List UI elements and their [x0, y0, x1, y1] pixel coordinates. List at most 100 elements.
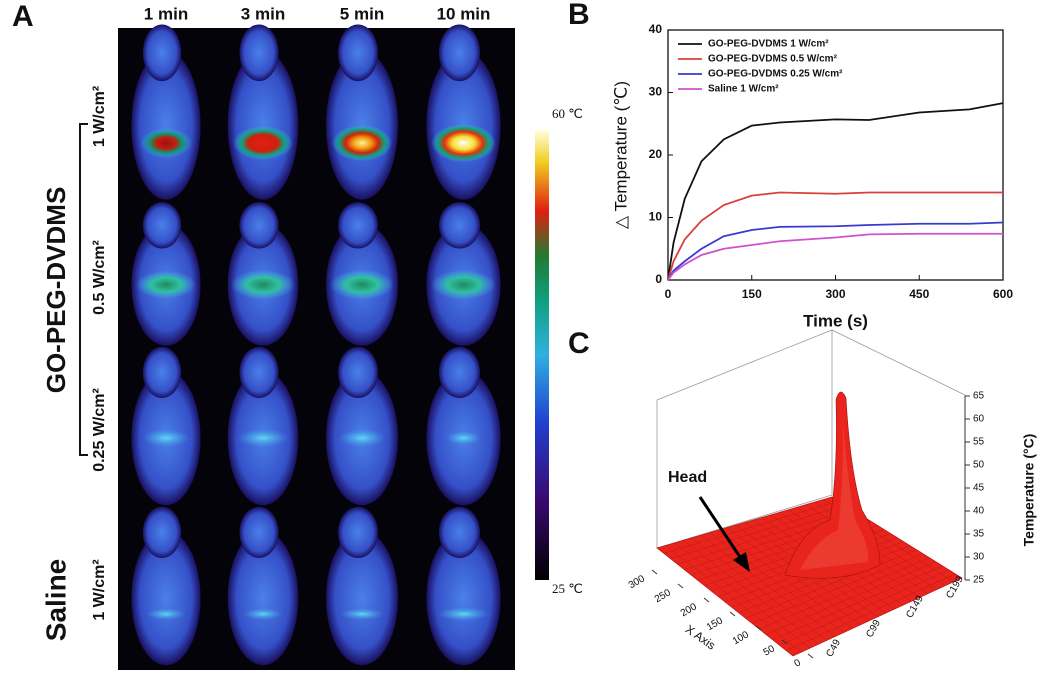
- mouse-head: [338, 24, 378, 82]
- legend-label: GO-PEG-DVDMS 0.5 W/cm²: [708, 54, 838, 65]
- x-tick-label: 300: [627, 573, 647, 591]
- mouse-head: [239, 24, 279, 82]
- colorbar-min-label: 25 ℃: [552, 581, 583, 596]
- legend-label: GO-PEG-DVDMS 1 W/cm²: [708, 39, 829, 50]
- z-tick-label: 60: [973, 414, 985, 425]
- mouse-head: [438, 24, 481, 82]
- mouse-body: [131, 51, 201, 200]
- x-tick-label: 50: [762, 643, 778, 658]
- hot-spot: [231, 269, 295, 300]
- surface-mesh: [779, 569, 950, 646]
- surface-mesh: [745, 549, 917, 619]
- annotation-arrowhead: [733, 552, 750, 572]
- surface-mesh: [758, 557, 930, 630]
- z-tick-label: 65: [973, 391, 985, 402]
- mouse-head: [438, 346, 481, 398]
- z-tick-label: 45: [973, 483, 985, 494]
- group-label: GO-PEG-DVDMS: [41, 187, 71, 394]
- x-tick-label: 150: [705, 615, 725, 633]
- hot-spot: [237, 429, 289, 447]
- x-tick-label: 0: [665, 287, 672, 301]
- y-tick-label: 30: [649, 85, 663, 99]
- surface-mesh: [786, 573, 956, 651]
- mouse-head: [142, 506, 182, 558]
- z-tick-label: 30: [973, 552, 985, 563]
- surface-mesh: [738, 545, 911, 614]
- column-label: 1 min: [144, 4, 188, 23]
- surface-mesh: [765, 561, 937, 635]
- column-label: 5 min: [340, 4, 384, 23]
- hot-spot: [330, 269, 394, 300]
- x-tick: [807, 653, 814, 659]
- panel-b: B △ Temperature (℃) Time (s) 0 150 300 450 600 0…: [568, 0, 1013, 330]
- panel-c: C 25 30 35 40 45 50 55 60 65 Temperature (°C) 0 50 10…: [568, 327, 1037, 670]
- y-tick-label: C49: [824, 637, 843, 659]
- z-tick-label: 40: [973, 506, 985, 517]
- series-line: [667, 191, 1003, 281]
- x-tick-label: 600: [993, 287, 1013, 301]
- row-label: 1 W/cm²: [91, 559, 108, 620]
- x-tick: [651, 569, 658, 575]
- group-bracket: [79, 123, 88, 456]
- surface-mesh: [772, 565, 943, 641]
- surface-mesh: [752, 553, 924, 624]
- panel-label: B: [568, 0, 590, 31]
- annotation: Head: [668, 469, 707, 486]
- mouse-head: [338, 202, 378, 249]
- series-line: [667, 232, 1003, 281]
- series-line: [667, 221, 1004, 281]
- hot-spot: [243, 608, 283, 620]
- x-tick-label: 0: [793, 657, 804, 670]
- row-label: 1 W/cm²: [91, 86, 108, 147]
- z-tick-label: 35: [973, 529, 985, 540]
- x-tick-label: 300: [825, 287, 845, 301]
- plot-frame: [667, 29, 1004, 281]
- mouse-head: [338, 506, 378, 558]
- group-label: Saline: [40, 559, 71, 641]
- mouse-head: [239, 506, 279, 558]
- y-axis-label: △ Temperature (℃): [611, 81, 630, 229]
- legend-label: GO-PEG-DVDMS 0.25 W/cm²: [708, 69, 843, 80]
- legend-label: Saline 1 W/cm²: [708, 84, 779, 95]
- mouse-body: [131, 530, 201, 666]
- hot-spot: [338, 429, 386, 447]
- mouse-head: [239, 346, 279, 398]
- hot-spot: [431, 124, 496, 163]
- x-tick-label: 100: [731, 629, 751, 647]
- x-axis-label: Time (s): [803, 311, 868, 330]
- colorbar: [535, 130, 549, 580]
- mouse-body: [227, 51, 299, 200]
- x-tick-label: 250: [653, 587, 673, 605]
- mouse-head: [239, 202, 279, 249]
- x-tick: [677, 583, 684, 589]
- hot-spot: [340, 608, 384, 620]
- mouse-head: [142, 202, 182, 249]
- hot-spot: [437, 607, 490, 621]
- z-tick-label: 50: [973, 460, 985, 471]
- z-tick-label: 25: [973, 575, 985, 586]
- panel-a: A 60 ℃ 25 ℃ GO-PEG-DVDMS Saline 1 min 3 m…: [12, 0, 583, 670]
- mouse-body: [326, 530, 398, 666]
- z-tick-label: 55: [973, 437, 985, 448]
- mouse-head: [438, 202, 481, 249]
- x-tick-label: 450: [909, 287, 929, 301]
- x-tick-label: 150: [742, 287, 762, 301]
- x-tick: [729, 611, 736, 617]
- y-tick-label: 40: [649, 22, 663, 36]
- annotation-arrow: [698, 496, 744, 561]
- mouse-head: [142, 346, 182, 398]
- panel-label: A: [12, 0, 34, 33]
- hot-spot: [146, 608, 186, 620]
- mouse-head: [142, 24, 182, 82]
- hot-spot: [332, 125, 392, 162]
- y-tick-label: 0: [655, 272, 662, 286]
- row-label: 0.25 W/cm²: [91, 388, 108, 472]
- surface-peak-shade: [800, 410, 869, 570]
- hot-spot: [142, 429, 190, 447]
- x-tick: [755, 625, 762, 631]
- mouse-head: [438, 506, 481, 558]
- hot-spot: [233, 126, 293, 161]
- y-tick-label: 20: [649, 147, 663, 161]
- panel-label: C: [568, 327, 590, 360]
